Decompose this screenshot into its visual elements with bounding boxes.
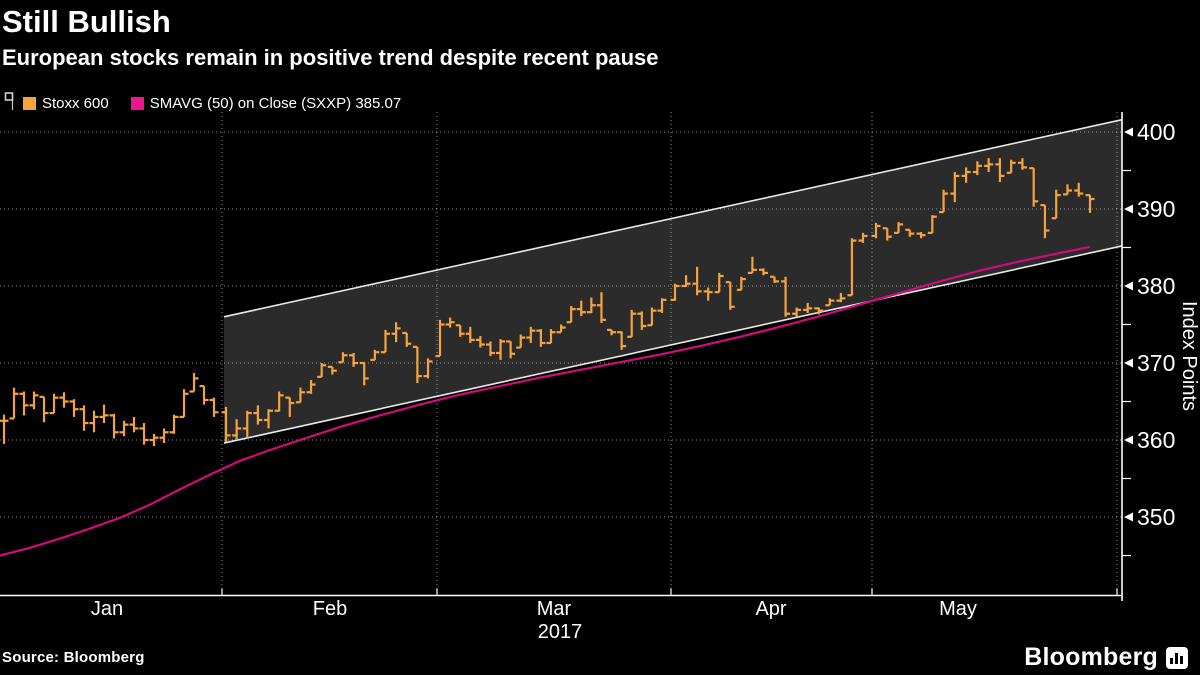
annotation-flag-icon	[4, 91, 16, 115]
y-tick-label: 380	[1137, 273, 1175, 299]
y-axis-title: Index Points	[1178, 301, 1200, 411]
page-subtitle: European stocks remain in positive trend…	[2, 45, 659, 70]
bloomberg-mark-icon	[1166, 646, 1188, 669]
month-label: May	[939, 598, 977, 620]
trend-channel-top-line	[223, 118, 1123, 318]
y-tick-label: 400	[1137, 119, 1175, 145]
y-tick-arrow	[1124, 281, 1133, 291]
y-tick-arrow	[1124, 358, 1133, 368]
legend-label-smavg: SMAVG (50) on Close (SXXP) 385.07	[149, 94, 402, 112]
bloomberg-logo-text: Bloomberg	[1024, 643, 1158, 671]
y-tick-label: 360	[1137, 427, 1175, 453]
y-tick-arrow	[1124, 512, 1133, 522]
y-tick-label: 370	[1137, 350, 1175, 376]
month-label: Mar	[537, 598, 572, 620]
smavg-line	[0, 245, 1091, 557]
legend-label-stoxx: Stoxx 600	[42, 94, 109, 112]
y-tick-arrow	[1124, 435, 1133, 445]
page-title: Still Bullish	[2, 4, 171, 39]
bloomberg-logo: Bloomberg	[1024, 643, 1188, 672]
legend-swatch-stoxx	[23, 96, 36, 110]
source-note: Source: Bloomberg	[2, 649, 145, 666]
month-label: Feb	[313, 598, 347, 620]
legend-swatch-smavg	[130, 96, 144, 110]
y-tick-arrow	[1124, 127, 1133, 137]
y-tick-arrow	[1124, 204, 1133, 214]
trend-channel-fill	[224, 119, 1122, 444]
month-label: Apr	[755, 598, 786, 620]
month-label: Jan	[91, 598, 123, 620]
y-tick-label: 350	[1137, 504, 1175, 530]
year-label: 2017	[538, 621, 583, 643]
y-tick-label: 390	[1137, 196, 1175, 222]
trend-channel-bottom-line	[223, 245, 1123, 444]
legend: Stoxx 600 SMAVG (50) on Close (SXXP) 385…	[4, 91, 423, 115]
